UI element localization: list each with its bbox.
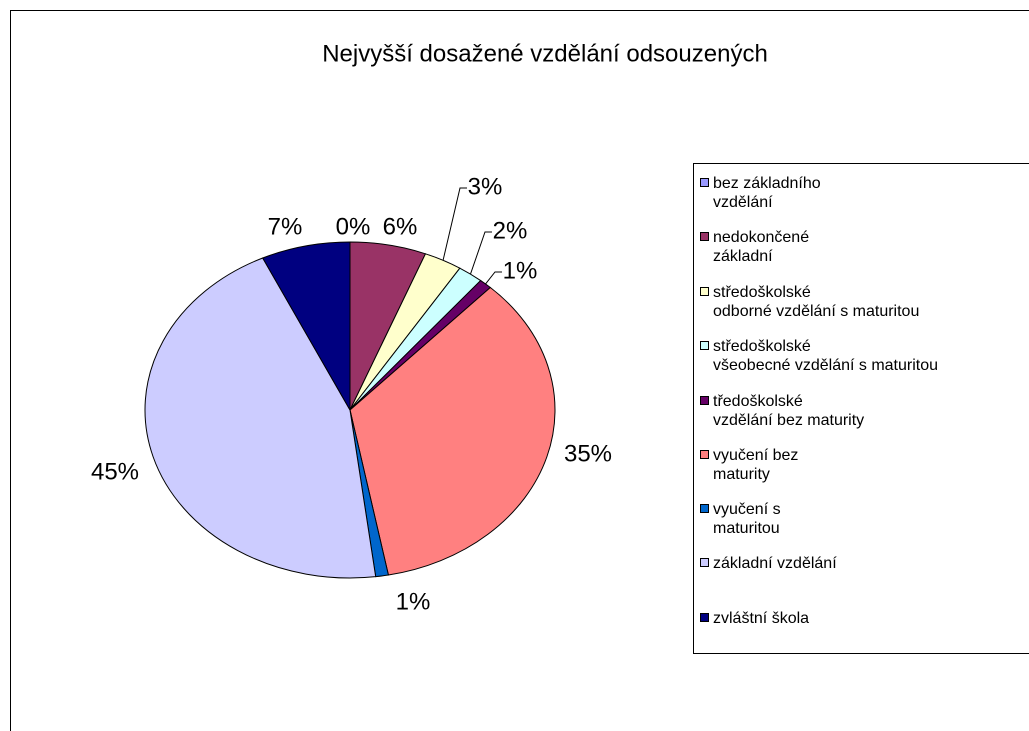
data-label: 2% [493, 217, 528, 244]
legend-label: středoškolské všeobecné vzdělání s matur… [713, 338, 939, 374]
leader-line [442, 187, 467, 261]
data-label: 7% [268, 213, 303, 240]
data-label: 35% [564, 440, 612, 467]
chart-title: Nejvyšší dosažené vzdělání odsouzených [322, 40, 768, 67]
data-label: 1% [396, 588, 431, 615]
pie-slice [349, 286, 556, 576]
leader-line [470, 231, 492, 275]
legend: bez základního vzdělání nedokončené zákla… [693, 163, 1029, 654]
legend-swatch [700, 287, 709, 296]
data-label: 1% [503, 257, 538, 284]
legend-swatch [700, 450, 709, 459]
data-label: 45% [91, 458, 139, 485]
legend-swatch [700, 613, 709, 622]
legend-label: středoškolské odborné vzdělání s maturit… [713, 284, 920, 320]
data-label: 0% [336, 213, 371, 240]
data-label: 3% [468, 173, 503, 200]
legend-swatch [700, 178, 709, 187]
pie-slice [261, 241, 351, 412]
chart-frame [10, 10, 1029, 731]
legend-label: vyučení bez maturity [713, 447, 799, 483]
legend-swatch [700, 396, 709, 405]
legend-swatch [700, 232, 709, 241]
legend-label: nedokončené základní [713, 229, 810, 265]
legend-label: vyučení s maturitou [713, 501, 781, 537]
data-label: 6% [383, 213, 418, 240]
legend-label: bez základního vzdělání [713, 175, 821, 211]
legend-swatch [700, 558, 709, 567]
legend-swatch [700, 341, 709, 350]
pie-slice [144, 257, 377, 579]
legend-label: zvláštní škola [713, 610, 810, 627]
legend-label: základní vzdělání [713, 555, 837, 572]
legend-swatch [700, 504, 709, 513]
legend-label: tředoškolské vzdělání bez maturity [713, 393, 865, 429]
leader-line [485, 271, 502, 285]
